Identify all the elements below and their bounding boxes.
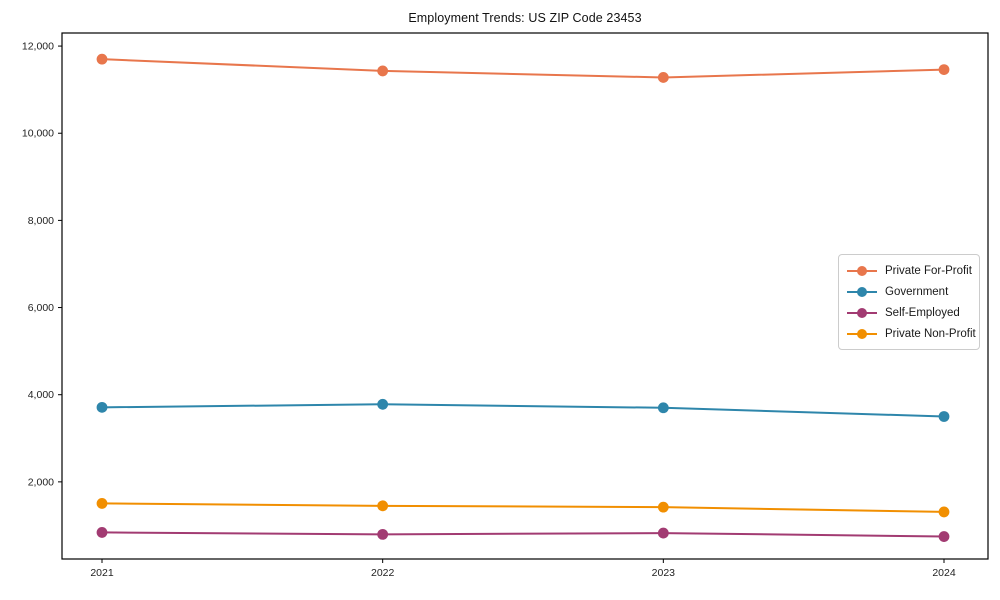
- y-tick-label: 8,000: [28, 215, 54, 227]
- legend-item: Private For-Profit: [847, 260, 972, 281]
- x-tick-label: 2022: [371, 567, 395, 579]
- data-point: [938, 531, 950, 542]
- data-point: [377, 398, 389, 410]
- legend-label: Private For-Profit: [885, 264, 972, 277]
- data-point: [377, 528, 389, 540]
- y-tick-label: 2,000: [28, 476, 54, 488]
- legend-line-marker-icon: [847, 307, 877, 319]
- data-point: [657, 402, 669, 414]
- legend-label: Government: [885, 285, 949, 298]
- data-point: [938, 506, 950, 518]
- y-tick-label: 10,000: [22, 128, 54, 140]
- data-point: [657, 527, 669, 539]
- data-point: [96, 53, 108, 65]
- data-point: [377, 500, 389, 512]
- series-line-self-employed: [101, 531, 945, 538]
- y-tick-label: 4,000: [28, 389, 54, 401]
- legend: Private For-Profit Government Self-Employe…: [838, 254, 980, 350]
- plot-border: [61, 32, 989, 560]
- data-point: [96, 527, 108, 538]
- data-point: [96, 401, 108, 413]
- x-tick-label: 2024: [932, 567, 956, 579]
- data-point: [938, 411, 950, 422]
- legend-item: Government: [847, 281, 971, 302]
- x-tick-label: 2023: [652, 567, 676, 579]
- legend-label: Self-Employed: [885, 306, 960, 319]
- legend-item: Private Non-Profit: [847, 323, 976, 344]
- data-point: [96, 498, 108, 509]
- data-point: [938, 64, 950, 76]
- legend-line-marker-icon: [847, 286, 877, 298]
- x-tick-label: 2021: [90, 567, 114, 579]
- y-tick-label: 6,000: [28, 302, 54, 314]
- y-tick-label: 12,000: [22, 41, 54, 53]
- data-point: [657, 501, 669, 513]
- series-line-private-non-profit: [101, 502, 945, 513]
- legend-item: Self-Employed: [847, 302, 971, 323]
- legend-label: Private Non-Profit: [885, 327, 976, 340]
- legend-line-marker-icon: [847, 265, 877, 277]
- chart-title: Employment Trends: US ZIP Code 23453: [408, 11, 642, 25]
- legend-line-marker-icon: [847, 328, 877, 340]
- series-line-government: [101, 403, 945, 418]
- data-point: [377, 65, 389, 77]
- data-point: [657, 72, 669, 83]
- series-line-private-for-profit: [101, 58, 945, 79]
